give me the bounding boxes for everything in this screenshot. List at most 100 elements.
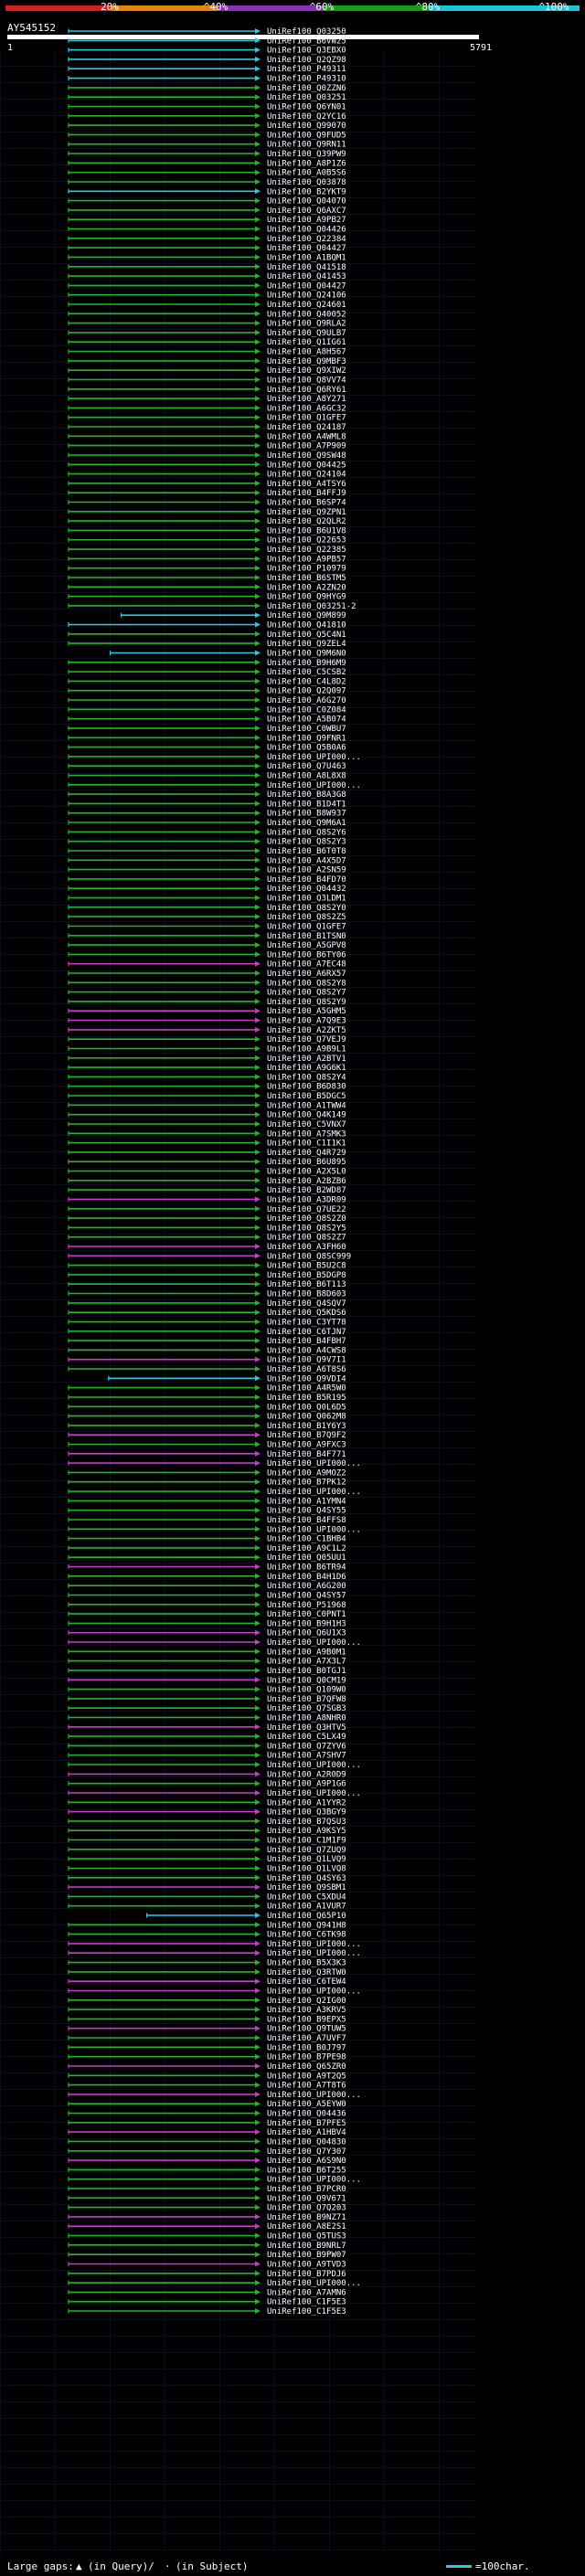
hit-label[interactable]: UniRef100_A1TWW4 (267, 1101, 346, 1110)
hit-label[interactable]: UniRef100_C0Z084 (267, 705, 346, 715)
hit-label[interactable]: UniRef100_UPI000... (267, 1488, 361, 1497)
hit-label[interactable]: UniRef100_B4FFJ9 (267, 489, 346, 498)
hit-label[interactable]: UniRef100_Q04426 (267, 226, 346, 235)
hit-label[interactable]: UniRef100_A4WML8 (267, 432, 346, 441)
hit-label[interactable]: UniRef100_B4F771 (267, 1450, 346, 1459)
hit-label[interactable]: UniRef100_C1BHB4 (267, 1535, 346, 1544)
hit-label[interactable]: UniRef100_A7X3L7 (267, 1658, 346, 1667)
hit-label[interactable]: UniRef100_C6TK98 (267, 1931, 346, 1940)
hit-label[interactable]: UniRef100_A9P1G6 (267, 1780, 346, 1789)
hit-label[interactable]: UniRef100_Q7SGB3 (267, 1704, 346, 1713)
hit-label[interactable]: UniRef100_B1Y6Y3 (267, 1422, 346, 1431)
hit-label[interactable]: UniRef100_B7PCR0 (267, 2185, 346, 2194)
hit-label[interactable]: UniRef100_Q7Q203 (267, 2204, 346, 2213)
hit-label[interactable]: UniRef100_Q65P10 (267, 1912, 346, 1921)
hit-label[interactable]: UniRef100_B8A3G8 (267, 790, 346, 800)
hit-label[interactable]: UniRef100_A8E2S1 (267, 2222, 346, 2231)
hit-label[interactable]: UniRef100_A9G6K1 (267, 1064, 346, 1073)
hit-label[interactable]: UniRef100_Q1GFE7 (267, 923, 346, 932)
hit-label[interactable]: UniRef100_Q7U463 (267, 762, 346, 771)
hit-label[interactable]: UniRef100_Q9RLA2 (267, 320, 346, 329)
hit-label[interactable]: UniRef100_A9PB57 (267, 555, 346, 564)
hit-label[interactable]: UniRef100_Q8S2Y0 (267, 904, 346, 913)
hit-label[interactable]: UniRef100_Q41810 (267, 621, 346, 631)
hit-label[interactable]: UniRef100_Q04432 (267, 885, 346, 894)
hit-label[interactable]: UniRef100_Q04425 (267, 461, 346, 470)
hit-label[interactable]: UniRef100_A6G200 (267, 1582, 346, 1591)
hit-label[interactable]: UniRef100_UPI000... (267, 1638, 361, 1648)
hit-label[interactable]: UniRef100_A9B0M1 (267, 1648, 346, 1657)
hit-label[interactable]: UniRef100_Q9VDI4 (267, 1374, 346, 1383)
hit-label[interactable]: UniRef100_C4L8D2 (267, 677, 346, 686)
hit-label[interactable]: UniRef100_UPI000... (267, 2176, 361, 2185)
hit-label[interactable]: UniRef100_Q24106 (267, 292, 346, 301)
hit-label[interactable]: UniRef100_B9EPX5 (267, 2015, 346, 2024)
hit-label[interactable]: UniRef100_A3FH60 (267, 1243, 346, 1252)
hit-label[interactable]: UniRef100_B7PDJ6 (267, 2270, 346, 2279)
hit-label[interactable]: UniRef100_Q4K149 (267, 1111, 346, 1120)
hit-label[interactable]: UniRef100_B9NZ71 (267, 2213, 346, 2222)
hit-label[interactable]: UniRef100_UPI000... (267, 2279, 361, 2288)
hit-label[interactable]: UniRef100_Q5B0A6 (267, 744, 346, 753)
hit-label[interactable]: UniRef100_A7UVF7 (267, 2034, 346, 2043)
hit-label[interactable]: UniRef100_C5CSB2 (267, 668, 346, 677)
hit-label[interactable]: UniRef100_Q4R729 (267, 1149, 346, 1158)
hit-label[interactable]: UniRef100_C0PNT1 (267, 1610, 346, 1619)
hit-label[interactable]: UniRef100_C3YT78 (267, 1319, 346, 1328)
hit-label[interactable]: UniRef100_C5VNX7 (267, 1120, 346, 1129)
hit-label[interactable]: UniRef100_Q03251 (267, 93, 346, 102)
hit-label[interactable]: UniRef100_B6TR94 (267, 1564, 346, 1573)
hit-label[interactable]: UniRef100_B0J797 (267, 2043, 346, 2052)
hit-label[interactable]: UniRef100_Q04070 (267, 197, 346, 207)
hit-label[interactable]: UniRef100_Q941H8 (267, 1921, 346, 1930)
hit-label[interactable]: UniRef100_A3DR09 (267, 1195, 346, 1204)
hit-label[interactable]: UniRef100_Q8S2Y7 (267, 989, 346, 998)
hit-label[interactable]: UniRef100_Q7ZYV6 (267, 1742, 346, 1751)
hit-label[interactable]: UniRef100_Q1LVQ8 (267, 1865, 346, 1874)
hit-label[interactable]: UniRef100_Q5C4N1 (267, 631, 346, 640)
hit-label[interactable]: UniRef100_B4FBH7 (267, 1337, 346, 1346)
hit-label[interactable]: UniRef100_A1YMN4 (267, 1497, 346, 1506)
hit-label[interactable]: UniRef100_Q24104 (267, 471, 346, 480)
hit-label[interactable]: UniRef100_Q7UE22 (267, 1205, 346, 1214)
hit-label[interactable]: UniRef100_B1D4T1 (267, 800, 346, 809)
hit-label[interactable]: UniRef100_A9KSY5 (267, 1827, 346, 1836)
hit-label[interactable]: UniRef100_Q4SY57 (267, 1592, 346, 1601)
hit-label[interactable]: UniRef100_A4R5W0 (267, 1384, 346, 1394)
hit-label[interactable]: UniRef100_B7QSU3 (267, 1818, 346, 1827)
hit-label[interactable]: UniRef100_B7PE98 (267, 2053, 346, 2062)
hit-label[interactable]: UniRef100_C5LX49 (267, 1733, 346, 1742)
hit-label[interactable]: UniRef100_Q22653 (267, 536, 346, 546)
hit-label[interactable]: UniRef100_A1YYR2 (267, 1798, 346, 1807)
hit-label[interactable]: UniRef100_P49310 (267, 75, 346, 84)
hit-label[interactable]: UniRef100_Q9M899 (267, 611, 346, 620)
hit-label[interactable]: UniRef100_B4FFS8 (267, 1516, 346, 1525)
hit-label[interactable]: UniRef100_Q9ZPN1 (267, 508, 346, 517)
hit-label[interactable]: UniRef100_B6D830 (267, 1083, 346, 1092)
hit-label[interactable]: UniRef100_A4X5D7 (267, 856, 346, 865)
hit-label[interactable]: UniRef100_A2BTV1 (267, 1055, 346, 1064)
hit-label[interactable]: UniRef100_Q03251-2 (267, 602, 356, 611)
hit-label[interactable]: UniRef100_A5GHM5 (267, 1007, 346, 1016)
hit-label[interactable]: UniRef100_A4TSY6 (267, 480, 346, 489)
hit-label[interactable]: UniRef100_A9PB27 (267, 216, 346, 225)
hit-label[interactable]: UniRef100_B9H6M9 (267, 659, 346, 668)
hit-label[interactable]: UniRef100_Q9ULB7 (267, 329, 346, 338)
hit-label[interactable]: UniRef100_A9FXC3 (267, 1441, 346, 1450)
hit-label[interactable]: UniRef100_Q1IG61 (267, 338, 346, 347)
hit-label[interactable]: UniRef100_C1I1K1 (267, 1140, 346, 1149)
hit-label[interactable]: UniRef100_A6S9N0 (267, 2157, 346, 2166)
hit-label[interactable]: UniRef100_A5EYW0 (267, 2100, 346, 2109)
hit-label[interactable]: UniRef100_Q9FUD5 (267, 131, 346, 140)
hit-label[interactable]: UniRef100_A7T8T6 (267, 2082, 346, 2091)
hit-label[interactable]: UniRef100_Q9HYG9 (267, 593, 346, 602)
hit-label[interactable]: UniRef100_Q8S2Y3 (267, 838, 346, 847)
hit-label[interactable]: UniRef100_Q9ZEL4 (267, 640, 346, 649)
hit-label[interactable]: UniRef100_Q04830 (267, 2137, 346, 2147)
hit-label[interactable]: UniRef100_B8D603 (267, 1290, 346, 1299)
hit-label[interactable]: UniRef100_Q7ZUQ9 (267, 1846, 346, 1855)
hit-label[interactable]: UniRef100_A9TVD3 (267, 2261, 346, 2270)
hit-label[interactable]: UniRef100_A7SMK3 (267, 1129, 346, 1139)
hit-label[interactable]: UniRef100_A7Q9E3 (267, 1017, 346, 1026)
hit-label[interactable]: UniRef100_A3KRV5 (267, 2006, 346, 2015)
